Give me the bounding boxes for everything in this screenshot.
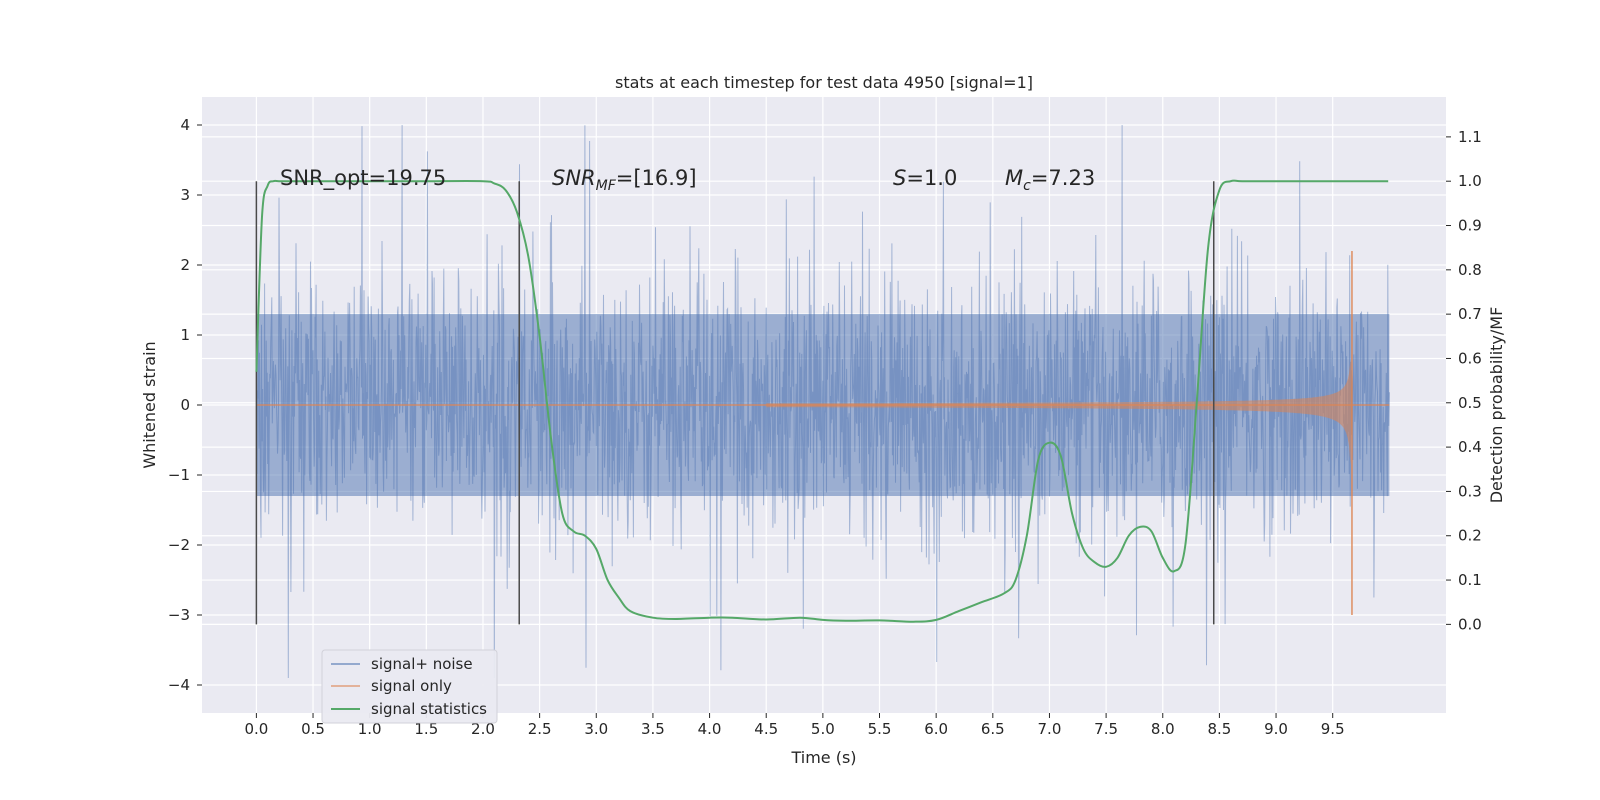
x-tick-label: 4.5: [754, 720, 778, 738]
vertical-markers: [255, 181, 1215, 625]
y-left-tick-label: −3: [168, 606, 190, 624]
y-left-tick-label: −2: [168, 536, 190, 554]
x-tick-label: 6.5: [981, 720, 1005, 738]
y-left-tick-label: 1: [180, 326, 190, 344]
x-tick-label: 7.5: [1094, 720, 1118, 738]
y-left-tick-label: −1: [168, 466, 190, 484]
x-tick-label: 1.0: [358, 720, 382, 738]
y-left-tick-label: 3: [180, 186, 190, 204]
x-tick-label: 5.0: [811, 720, 835, 738]
x-tick-label: 2.5: [528, 720, 552, 738]
y-right-tick-label: 0.5: [1458, 394, 1482, 412]
annotation-mc-value: =7.23: [1031, 166, 1095, 190]
x-tick-label: 8.0: [1151, 720, 1175, 738]
x-tick-label: 3.5: [641, 720, 665, 738]
annotation-snr-mf: SNRMF=[16.9]: [552, 166, 697, 194]
y-right-tick-label: 0.6: [1458, 349, 1482, 367]
y-right-tick-label: 1.1: [1458, 128, 1482, 146]
y-right-tick-label: 0.2: [1458, 527, 1482, 545]
x-tick-label: 4.0: [698, 720, 722, 738]
x-tick-label: 2.0: [471, 720, 495, 738]
y-axis-right: 0.0 0.1 0.2 0.3 0.4 0.5 0.6 0.7 0.8 0.9 1.0 1.1: [1446, 128, 1482, 633]
annotation-s-symbol: S: [893, 166, 906, 190]
y-axis-left: −4 −3 −2 −1 0 1 2 3 4: [168, 116, 202, 694]
x-axis: 0.0 0.5 1.0 1.5 2.0 2.5 3.0 3.5 4.0 4.5 5.0 5.5 6.0 6…: [244, 713, 1345, 738]
y-right-tick-label: 0.3: [1458, 482, 1482, 500]
chart-title: stats at each timestep for test data 495…: [615, 73, 1033, 92]
x-tick-label: 0.5: [301, 720, 325, 738]
legend-label-stat: signal statistics: [371, 700, 487, 718]
annotation-mc-subscript: c: [1023, 178, 1031, 194]
y-left-tick-label: 4: [180, 116, 190, 134]
y-axis-right-label: Detection probability/MF: [1487, 307, 1506, 504]
legend-box: [321, 649, 498, 724]
legend: signal+ noise signal only signal statist…: [321, 649, 498, 724]
y-right-tick-label: 0.9: [1458, 217, 1482, 235]
x-tick-label: 8.5: [1207, 720, 1231, 738]
series-signal-statistics: [255, 179, 1389, 623]
noise-trace: [255, 124, 1390, 679]
x-tick-label: 9.0: [1264, 720, 1288, 738]
y-right-tick-label: 0.4: [1458, 438, 1482, 456]
annotation-snr-mf-subscript: MF: [596, 178, 617, 194]
x-axis-label: Time (s): [790, 748, 856, 767]
plot-data: [255, 124, 1390, 679]
x-tick-label: 5.5: [868, 720, 892, 738]
x-tick-label: 3.0: [584, 720, 608, 738]
y-right-tick-label: 1.0: [1458, 172, 1482, 190]
x-tick-label: 7.0: [1038, 720, 1062, 738]
y-left-tick-label: 2: [180, 256, 190, 274]
signal-statistics-line: [255, 179, 1389, 623]
x-tick-label: 9.5: [1321, 720, 1345, 738]
annotation-snr-opt: SNR_opt=19.75: [280, 166, 446, 191]
legend-label-signal: signal only: [371, 677, 452, 695]
annotation-mc: Mc=7.23: [1005, 166, 1095, 194]
annotation-s-value: =1.0: [906, 166, 957, 190]
x-tick-label: 0.0: [244, 720, 268, 738]
y-right-tick-label: 0.0: [1458, 615, 1482, 633]
annotation-snr-mf-symbol: SNR: [552, 166, 596, 190]
annotation-s: S=1.0: [893, 166, 957, 190]
series-signal-only: [256, 251, 1390, 615]
y-left-tick-label: 0: [180, 396, 190, 414]
legend-label-noise: signal+ noise: [371, 655, 473, 673]
x-tick-label: 1.5: [414, 720, 438, 738]
y-left-tick-label: −4: [168, 676, 190, 694]
y-right-tick-label: 0.1: [1458, 571, 1482, 589]
y-right-tick-label: 0.7: [1458, 305, 1482, 323]
x-tick-label: 6.0: [924, 720, 948, 738]
y-right-tick-label: 0.8: [1458, 261, 1482, 279]
annotation-mc-symbol: M: [1005, 166, 1023, 190]
annotation-snr-mf-value: =[16.9]: [616, 166, 697, 190]
y-axis-left-label: Whitened strain: [140, 341, 159, 468]
